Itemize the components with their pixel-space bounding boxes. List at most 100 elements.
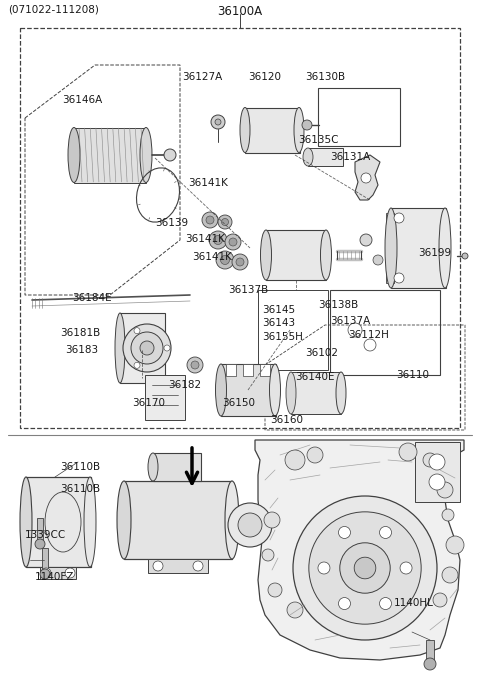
Ellipse shape xyxy=(321,230,332,280)
Ellipse shape xyxy=(294,107,304,152)
Circle shape xyxy=(236,258,244,266)
Text: 36150: 36150 xyxy=(222,398,255,408)
Circle shape xyxy=(462,253,468,259)
Text: 36112H: 36112H xyxy=(348,330,389,340)
Text: 36135C: 36135C xyxy=(298,135,338,145)
Ellipse shape xyxy=(240,107,250,152)
Circle shape xyxy=(340,543,390,593)
Circle shape xyxy=(302,120,312,130)
Bar xyxy=(20,28,460,428)
Circle shape xyxy=(164,149,176,161)
Circle shape xyxy=(206,216,214,224)
Circle shape xyxy=(348,323,362,337)
Text: 36184E: 36184E xyxy=(72,293,112,303)
Circle shape xyxy=(220,255,229,264)
Bar xyxy=(124,481,232,559)
Ellipse shape xyxy=(336,372,346,414)
Circle shape xyxy=(232,254,248,270)
Circle shape xyxy=(354,557,376,579)
Text: 36137B: 36137B xyxy=(228,285,268,295)
Circle shape xyxy=(164,345,170,351)
Circle shape xyxy=(153,561,163,571)
Circle shape xyxy=(309,512,421,624)
Circle shape xyxy=(65,568,75,578)
Text: 36127A: 36127A xyxy=(182,72,222,82)
Circle shape xyxy=(285,450,305,470)
Bar xyxy=(266,230,326,280)
Bar xyxy=(391,208,446,288)
Circle shape xyxy=(446,536,464,554)
Ellipse shape xyxy=(385,208,397,288)
Circle shape xyxy=(318,562,330,574)
Circle shape xyxy=(361,173,371,183)
Text: 36143: 36143 xyxy=(262,318,295,328)
Text: 36181B: 36181B xyxy=(60,328,100,338)
Circle shape xyxy=(225,234,241,250)
Circle shape xyxy=(35,539,45,549)
Text: (071022-111208): (071022-111208) xyxy=(8,5,99,15)
Ellipse shape xyxy=(261,230,272,280)
Bar xyxy=(42,548,48,572)
Circle shape xyxy=(380,598,392,609)
Circle shape xyxy=(202,212,218,228)
Circle shape xyxy=(41,568,51,578)
Bar xyxy=(120,313,165,383)
Circle shape xyxy=(423,453,437,467)
Bar xyxy=(291,372,341,414)
Bar xyxy=(74,128,146,183)
Bar xyxy=(245,108,300,153)
Circle shape xyxy=(307,447,323,463)
Text: 36146A: 36146A xyxy=(62,95,102,105)
Bar xyxy=(148,559,208,573)
Bar xyxy=(426,640,434,662)
Bar xyxy=(330,290,440,375)
Circle shape xyxy=(394,273,404,283)
Circle shape xyxy=(229,238,237,246)
Text: 36141K: 36141K xyxy=(185,234,225,244)
Circle shape xyxy=(360,234,372,246)
Circle shape xyxy=(264,512,280,528)
Circle shape xyxy=(215,119,221,125)
Ellipse shape xyxy=(84,477,96,567)
Text: 36141K: 36141K xyxy=(188,178,228,188)
Ellipse shape xyxy=(439,208,451,288)
Circle shape xyxy=(123,324,171,372)
Text: 36130B: 36130B xyxy=(305,72,345,82)
Ellipse shape xyxy=(117,481,131,559)
Text: 36155H: 36155H xyxy=(262,332,303,342)
Circle shape xyxy=(216,251,234,269)
Ellipse shape xyxy=(225,481,239,559)
Bar xyxy=(386,213,394,227)
Text: 36183: 36183 xyxy=(65,345,98,355)
Circle shape xyxy=(134,328,140,334)
Text: 36110: 36110 xyxy=(396,370,429,380)
Circle shape xyxy=(338,598,350,609)
Bar xyxy=(145,375,185,420)
Bar xyxy=(318,88,400,146)
Text: 36110B: 36110B xyxy=(60,462,100,472)
Circle shape xyxy=(380,526,392,539)
Bar xyxy=(415,442,460,502)
Circle shape xyxy=(373,255,383,265)
Text: 36140E: 36140E xyxy=(295,372,335,382)
Circle shape xyxy=(211,115,225,129)
Text: 36141K: 36141K xyxy=(192,252,232,262)
Circle shape xyxy=(287,602,303,618)
Circle shape xyxy=(293,496,437,640)
Text: 36145: 36145 xyxy=(262,305,295,315)
Ellipse shape xyxy=(140,127,152,183)
Circle shape xyxy=(394,213,404,223)
Text: 36110B: 36110B xyxy=(60,484,100,494)
Circle shape xyxy=(364,339,376,351)
Text: 36102: 36102 xyxy=(305,348,338,358)
Bar xyxy=(40,567,76,579)
Circle shape xyxy=(399,443,417,461)
Text: 1339CC: 1339CC xyxy=(25,530,66,540)
Bar xyxy=(226,364,236,376)
Circle shape xyxy=(437,482,453,498)
Circle shape xyxy=(193,561,203,571)
Ellipse shape xyxy=(148,453,158,481)
Circle shape xyxy=(442,567,458,583)
Ellipse shape xyxy=(115,313,125,383)
Bar xyxy=(260,364,270,376)
